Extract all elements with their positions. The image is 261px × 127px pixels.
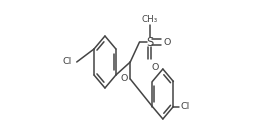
Text: O: O	[151, 62, 158, 72]
Text: Cl: Cl	[62, 58, 71, 67]
Text: O: O	[163, 37, 171, 46]
Text: Cl: Cl	[181, 102, 190, 111]
Text: CH₃: CH₃	[142, 15, 158, 25]
Text: S: S	[146, 36, 153, 49]
Text: O: O	[121, 74, 128, 83]
